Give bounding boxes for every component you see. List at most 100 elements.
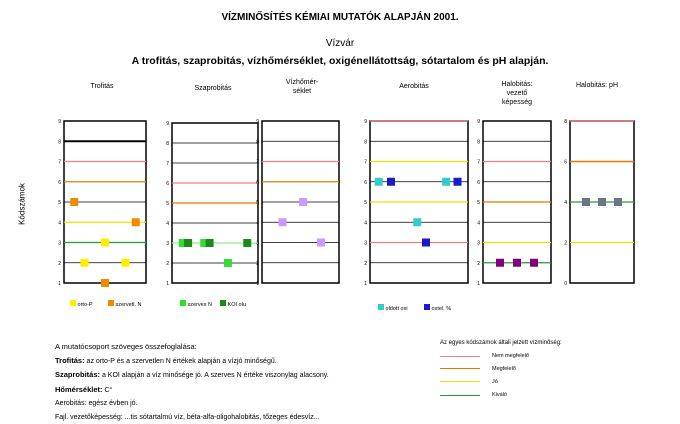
tick-label-3-8: 9 (364, 119, 367, 125)
summary-homerseklet-label: Hőmérséklet: (55, 385, 103, 394)
tick-label-0-2: 3 (58, 241, 61, 247)
marker-0-0-1 (101, 239, 109, 247)
legend-line-jo (440, 381, 480, 382)
marker-3-1-0 (387, 178, 395, 186)
marker-4-0-1 (513, 259, 521, 267)
summary-trofitas-label: Trofitás: (55, 356, 85, 365)
summary-szaprobitas-label: Szaprobitás: (55, 370, 100, 379)
marker-4-0-2 (530, 259, 538, 267)
tick-label-4-8: 9 (477, 119, 480, 125)
tick-label-2-5: 6 (256, 180, 259, 186)
marker-0-0-0 (81, 259, 89, 267)
legend-koi-label: KOI olu (228, 302, 246, 308)
marker-3-1-1 (422, 239, 430, 247)
summary-heading: A mutatócsoport szöveges összefoglalása: (55, 340, 329, 354)
legend-text-megfelelo: Megfelelő (492, 366, 516, 372)
marker-5-0-2 (614, 198, 622, 206)
legend-szerves-n-label: szerves N (188, 302, 212, 308)
summary-block: A mutatócsoport szöveges összefoglalása:… (55, 340, 329, 424)
summary-homerseklet-text: C° (104, 387, 112, 394)
legend-oldott-oxi: oldott oxi (378, 304, 408, 312)
tick-label-5-3: 6 (564, 160, 567, 166)
tick-label-0-7: 8 (58, 139, 61, 145)
tick-label-4-1: 2 (477, 261, 480, 267)
tick-label-4-2: 3 (477, 241, 480, 247)
tick-label-3-6: 7 (364, 160, 367, 166)
tick-label-0-5: 6 (58, 180, 61, 186)
legend-szerves-n: szerves N (180, 300, 212, 308)
marker-3-0-1 (413, 218, 421, 226)
tick-label-4-7: 8 (477, 139, 480, 145)
legend-oxtel-label: oxtel. % (432, 306, 452, 312)
marker-0-1-2 (132, 218, 140, 226)
tick-label-0-3: 4 (58, 220, 61, 226)
legend-koi: KOI olu (220, 300, 246, 308)
marker-1-0-2 (224, 259, 232, 267)
tick-label-1-1: 2 (166, 261, 169, 267)
tick-label-4-6: 7 (477, 160, 480, 166)
tick-label-2-8: 9 (256, 119, 259, 125)
tick-label-1-7: 8 (166, 141, 169, 147)
marker-5-0-1 (598, 198, 606, 206)
tick-label-2-4: 5 (256, 200, 259, 206)
tick-label-1-5: 6 (166, 181, 169, 187)
legend-text-nem-megfelelo: Nem megfelelő (492, 353, 529, 359)
marker-2-0-0 (279, 218, 287, 226)
marker-2-0-2 (317, 239, 325, 247)
tick-label-2-6: 7 (256, 160, 259, 166)
marker-2-0-1 (299, 198, 307, 206)
tick-label-4-3: 4 (477, 220, 480, 226)
summary-aerobitas: Aerobitás: egész évben jó. (55, 397, 329, 411)
tick-label-3-7: 8 (364, 139, 367, 145)
quality-legend-title: Az egyes kódszámok általi jelzett vízmin… (440, 340, 562, 346)
tick-label-1-2: 3 (166, 241, 169, 247)
tick-label-2-2: 3 (256, 241, 259, 247)
tick-label-0-1: 2 (58, 261, 61, 267)
marker-1-1-1 (206, 239, 214, 247)
tick-label-3-1: 2 (364, 261, 367, 267)
legend-text-jo: Jó (492, 379, 498, 385)
legend-szervetl-n-label: szervetl. N (116, 302, 142, 308)
marker-4-0-0 (496, 259, 504, 267)
tick-label-1-4: 5 (166, 201, 169, 207)
marker-0-1-1 (101, 279, 109, 287)
tick-label-0-0: 1 (58, 281, 61, 287)
legend-szervetl-n: szervetl. N (108, 300, 142, 308)
marker-3-0-0 (375, 178, 383, 186)
marker-0-1-0 (70, 198, 78, 206)
tick-label-4-4: 5 (477, 200, 480, 206)
tick-label-2-0: 1 (256, 281, 259, 287)
marker-0-0-2 (122, 259, 130, 267)
tick-label-1-0: 1 (166, 281, 169, 287)
legend-line-kivalo (440, 395, 480, 396)
marker-1-1-2 (243, 239, 251, 247)
legend-oxtel: oxtel. % (424, 304, 451, 312)
marker-5-0-0 (582, 198, 590, 206)
tick-label-5-2: 4 (564, 200, 567, 206)
tick-label-3-0: 1 (364, 281, 367, 287)
tick-label-3-4: 5 (364, 200, 367, 206)
tick-label-0-6: 7 (58, 160, 61, 166)
tick-label-1-6: 7 (166, 161, 169, 167)
tick-label-5-1: 2 (564, 241, 567, 247)
tick-label-0-8: 9 (58, 119, 61, 125)
tick-label-3-2: 3 (364, 241, 367, 247)
tick-label-2-1: 2 (256, 261, 259, 267)
legend-orto-p-label: orto-P (78, 302, 93, 308)
tick-label-0-4: 5 (58, 200, 61, 206)
summary-szaprobitas-text: a KOI alapján a víz minősége jó. A szerv… (102, 372, 329, 379)
tick-label-5-4: 8 (564, 119, 567, 125)
marker-3-0-2 (442, 178, 450, 186)
tick-label-2-3: 4 (256, 220, 259, 226)
legend-oldott-oxi-label: oldott oxi (386, 306, 408, 312)
legend-text-kivalo: Kiváló (492, 392, 507, 398)
summary-trofitas-text: az orto-P és a szervetlen N értékek alap… (87, 358, 277, 365)
tick-label-4-5: 6 (477, 180, 480, 186)
tick-label-2-7: 8 (256, 139, 259, 145)
tick-label-1-3: 4 (166, 221, 169, 227)
marker-3-1-2 (454, 178, 462, 186)
marker-1-1-0 (184, 239, 192, 247)
tick-label-3-3: 4 (364, 220, 367, 226)
tick-label-3-5: 6 (364, 180, 367, 186)
tick-label-5-0: 0 (564, 281, 567, 287)
